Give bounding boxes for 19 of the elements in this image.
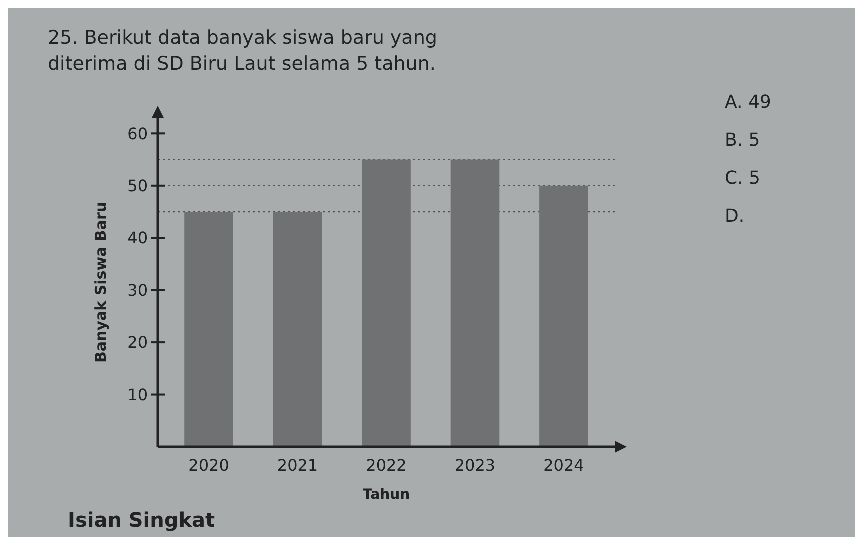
text: B. 5 [725, 130, 760, 151]
x-tick-label: 2022 [366, 456, 407, 475]
x-tick-label: 2021 [277, 456, 318, 475]
text: D. [725, 206, 745, 227]
y-tick-label: 50 [128, 176, 148, 196]
y-tick-label: 20 [128, 333, 148, 352]
y-tick-label: 60 [128, 124, 148, 144]
y-tick-label: 40 [128, 228, 148, 248]
text: Isian Singkat [68, 508, 216, 532]
x-axis-title: Tahun [362, 487, 410, 503]
text: C. 5 [725, 168, 760, 189]
x-tick-label: 2020 [188, 456, 230, 475]
chart-title: 25. Berikut data banyak siswa baru yang diterima di SD Biru Laut selama 5 tahun. [48, 27, 438, 75]
text: A. 49 [725, 92, 772, 113]
x-tick-label: 2024 [544, 456, 584, 475]
x-tick-label: 2023 [454, 456, 496, 475]
y-tick-label: 10 [128, 385, 148, 404]
y-axis-title: Banyak Siswa Baru [92, 202, 110, 364]
y-tick-label: 30 [128, 280, 148, 300]
